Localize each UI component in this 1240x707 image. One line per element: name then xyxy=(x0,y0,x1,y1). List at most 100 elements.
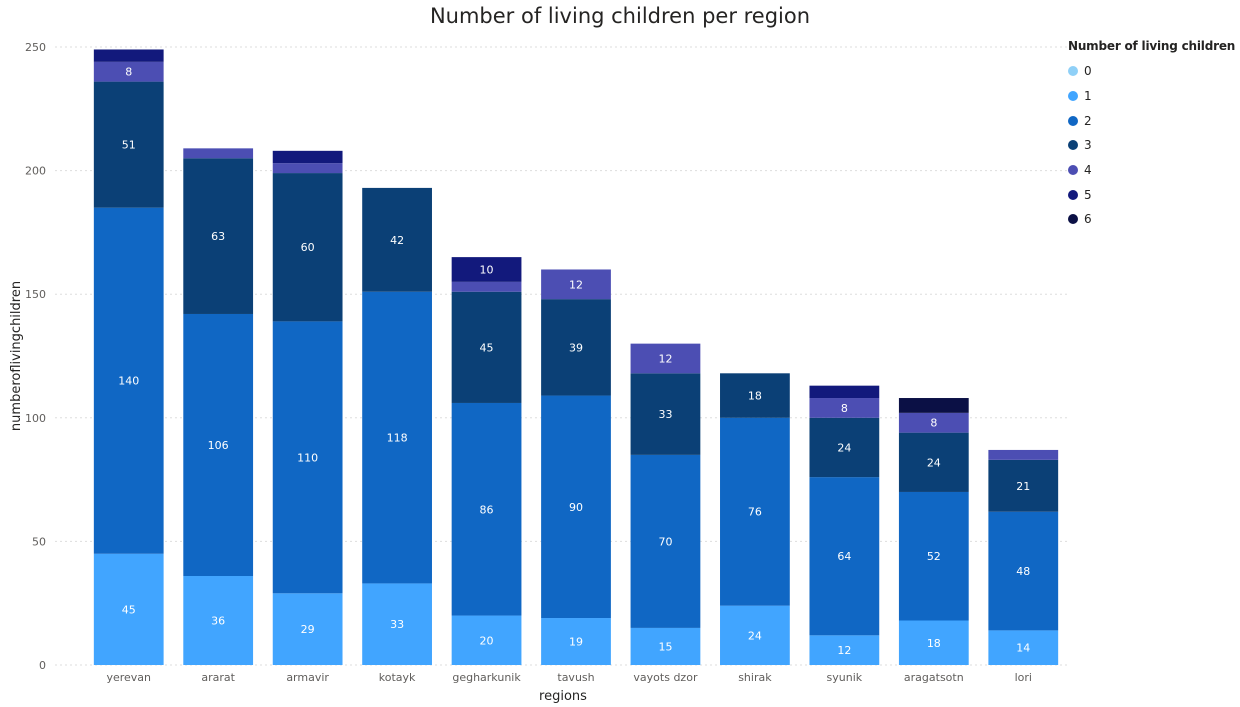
x-tick-label: aragatsotn xyxy=(904,671,964,684)
legend-marker xyxy=(1068,91,1078,102)
legend-item[interactable]: 6 xyxy=(1068,207,1238,232)
x-tick-label: yerevan xyxy=(106,671,151,684)
legend-label: 5 xyxy=(1084,187,1092,202)
bar-segment xyxy=(630,373,701,455)
data-label: 18 xyxy=(927,637,941,650)
data-labels: 45 140 51 8 36 106 63 29 110 60 33 118 42 20 86 45 10 19 9… xyxy=(118,66,1030,657)
data-label: 45 xyxy=(122,603,136,616)
data-label: 140 xyxy=(118,375,139,388)
data-label: 45 xyxy=(480,341,494,354)
data-label: 63 xyxy=(211,230,225,243)
data-label: 10 xyxy=(480,263,494,276)
x-tick-label: armavir xyxy=(286,671,329,684)
bar-segment xyxy=(630,627,701,665)
bar-segment xyxy=(541,618,611,665)
data-label: 110 xyxy=(297,451,318,464)
data-label: 8 xyxy=(125,66,132,79)
legend-item[interactable]: 1 xyxy=(1068,84,1238,109)
y-tick-label: 100 xyxy=(25,412,46,425)
bar-segment xyxy=(541,395,611,619)
data-label: 33 xyxy=(390,618,404,631)
data-label: 12 xyxy=(658,352,672,365)
data-label: 39 xyxy=(569,341,583,354)
data-label: 14 xyxy=(1016,642,1030,655)
bar-segment xyxy=(93,81,164,208)
bar-segment xyxy=(809,398,880,418)
legend-title: Number of living children xyxy=(1068,39,1236,53)
legend: Number of living children 0 1 2 3 4 5 6 xyxy=(1068,39,1238,232)
legend-item[interactable]: 4 xyxy=(1068,158,1238,183)
data-label: 19 xyxy=(569,636,583,649)
bar-segment xyxy=(362,583,432,665)
legend-marker xyxy=(1068,165,1078,176)
bar-segment xyxy=(93,553,164,665)
data-label: 24 xyxy=(837,441,851,454)
data-label: 15 xyxy=(658,640,672,653)
y-tick-label: 200 xyxy=(25,165,46,178)
y-tick-label: 250 xyxy=(25,41,46,54)
legend-label: 3 xyxy=(1084,138,1092,153)
legend-label: 2 xyxy=(1084,113,1092,128)
x-tick-label: vayots dzor xyxy=(633,671,698,684)
x-tick-label: shirak xyxy=(738,671,772,684)
data-label: 18 xyxy=(748,390,762,403)
data-label: 48 xyxy=(1016,565,1030,578)
legend-marker xyxy=(1068,66,1078,77)
data-label: 42 xyxy=(390,234,404,247)
legend-item[interactable]: 2 xyxy=(1068,108,1238,133)
bar-segment xyxy=(362,291,432,584)
bar-segment xyxy=(898,620,969,665)
data-label: 86 xyxy=(480,503,494,516)
bar-segment xyxy=(541,269,611,300)
bar-segment xyxy=(630,343,701,374)
data-label: 36 xyxy=(211,615,225,628)
chart-title: Number of living children per region xyxy=(429,4,811,28)
data-label: 33 xyxy=(658,408,672,421)
y-tick-label: 150 xyxy=(25,288,46,301)
legend-item[interactable]: 5 xyxy=(1068,182,1238,207)
bar-segment xyxy=(451,257,522,282)
y-axis-title: numberoflivingchildren xyxy=(9,281,24,431)
bar-segment xyxy=(183,576,254,665)
bar-segment xyxy=(93,207,164,554)
bar-segment xyxy=(272,593,343,665)
bar-segment xyxy=(988,511,1059,631)
data-label: 24 xyxy=(748,629,762,642)
x-tick-label: gegharkunik xyxy=(452,671,521,684)
bar-segment xyxy=(93,61,164,82)
y-tick-label: 50 xyxy=(32,535,46,548)
bar-segment xyxy=(272,163,343,174)
legend-item[interactable]: 0 xyxy=(1068,59,1238,84)
bar-segment xyxy=(898,432,969,492)
legend-item[interactable]: 3 xyxy=(1068,133,1238,158)
bar-segment xyxy=(988,459,1059,512)
bar-segment xyxy=(988,449,1059,460)
bar-segment xyxy=(272,321,343,594)
bar-segment xyxy=(541,299,611,396)
bar-segment xyxy=(720,373,790,418)
legend-label: 0 xyxy=(1084,64,1092,79)
x-tick-label: ararat xyxy=(201,671,235,684)
bar-segment xyxy=(362,187,432,292)
data-label: 90 xyxy=(569,501,583,514)
data-label: 76 xyxy=(748,506,762,519)
bar-segment xyxy=(451,615,522,665)
data-label: 8 xyxy=(930,417,937,430)
legend-items: 0 1 2 3 4 5 6 xyxy=(1068,59,1238,232)
bar-segment xyxy=(451,402,522,616)
bar-segment xyxy=(720,605,790,665)
legend-marker xyxy=(1068,140,1078,151)
legend-label: 1 xyxy=(1084,89,1092,104)
data-label: 12 xyxy=(837,644,851,657)
bar-segment xyxy=(809,385,880,399)
bar-segment xyxy=(630,454,701,628)
bars xyxy=(93,49,1059,665)
legend-marker xyxy=(1068,115,1078,126)
bar-segment xyxy=(720,417,790,606)
bar-segment xyxy=(183,148,254,159)
bar-segment xyxy=(898,412,969,433)
data-label: 21 xyxy=(1016,480,1030,493)
data-label: 64 xyxy=(837,550,851,563)
bar-segment xyxy=(272,173,343,322)
